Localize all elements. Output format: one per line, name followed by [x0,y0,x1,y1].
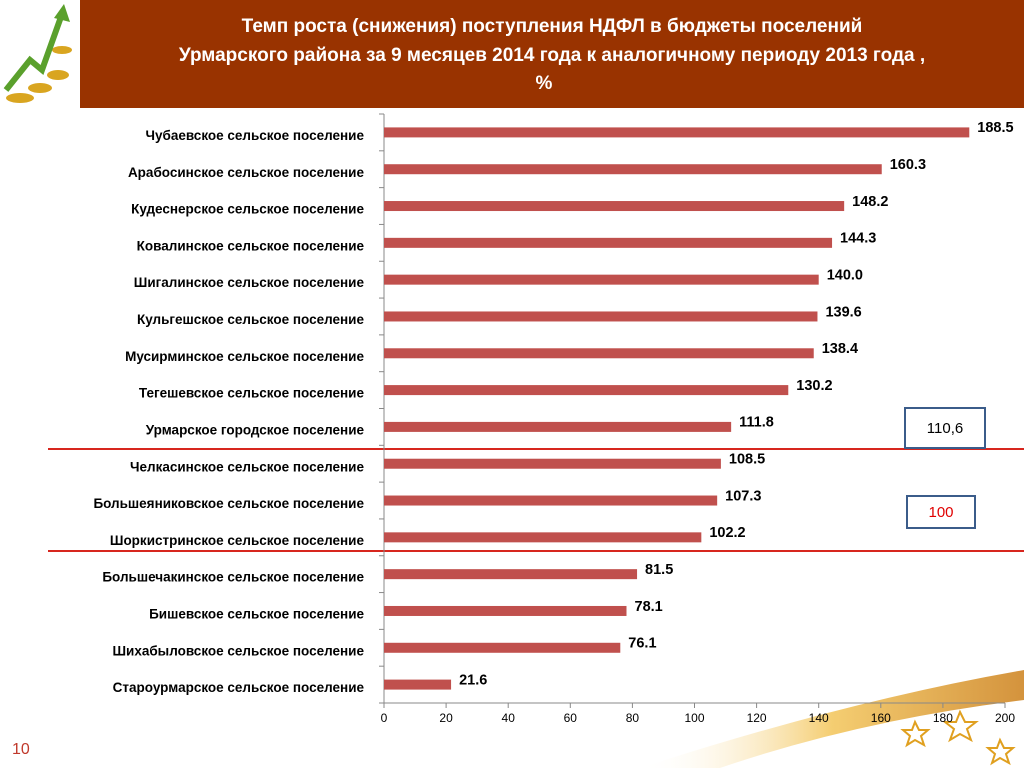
data-label: 107.3 [725,488,761,504]
x-tick-label: 180 [933,711,953,725]
bar [384,605,627,616]
decor-stars [900,709,1016,766]
x-tick-label: 200 [995,711,1015,725]
category-label: Шихабыловское сельское поселение [112,643,364,658]
data-label: 144.3 [840,231,876,247]
x-tick-label: 160 [871,711,891,725]
category-label: Кудеснерское сельское поселение [131,202,364,217]
data-label: 81.5 [645,562,673,578]
category-label: Арабосинское сельское поселение [128,165,365,180]
x-tick-label: 80 [626,711,640,725]
category-label: Ковалинское сельское поселение [137,238,365,253]
bar [384,679,452,690]
bar [384,274,819,285]
data-label: 102.2 [709,525,745,541]
category-label: Шоркистринское сельское поселение [110,533,365,548]
data-label: 140.0 [827,267,863,283]
data-label: 130.2 [796,378,832,394]
x-tick-label: 0 [381,711,388,725]
bar [384,569,638,580]
data-label: 188.5 [977,120,1013,136]
x-tick-label: 100 [684,711,704,725]
category-label: Чубаевское сельское поселение [146,128,365,143]
data-label: 138.4 [822,341,858,357]
bar [384,532,702,543]
category-label: Шигалинское сельское поселение [134,275,365,290]
x-tick-label: 40 [502,711,516,725]
bar [384,311,818,322]
category-label: Челкасинское сельское поселение [130,459,364,474]
x-tick-label: 60 [564,711,578,725]
annotation: 100 [928,504,953,521]
bar [384,164,882,175]
bar [384,348,814,359]
chart-title: Урмарского района за 9 месяцев 2014 года… [179,45,925,66]
chart-title: % [536,73,553,94]
bar [384,127,970,138]
category-label: Кульгешское сельское поселение [137,312,365,327]
category-label: Тегешевское сельское поселение [139,386,365,401]
category-label: Большеяниковское сельское поселение [93,496,364,511]
category-label: Бишевское сельское поселение [149,607,364,622]
decor-swoosh [640,670,1024,768]
bar [384,458,721,469]
bar [384,237,833,248]
data-label: 160.3 [890,157,926,173]
annotation: 110,6 [927,420,963,437]
logo-icon [2,0,80,108]
title-banner [80,0,1024,108]
chart-title: Темп роста (снижения) поступления НДФЛ в… [242,16,863,37]
data-label: 148.2 [852,194,888,210]
annotation-box [904,407,986,449]
x-tick-label: 140 [809,711,829,725]
data-label: 108.5 [729,452,765,468]
bar [384,421,732,432]
bar [384,385,789,396]
data-label: 76.1 [628,636,656,652]
bar [384,642,621,653]
x-tick-label: 20 [439,711,453,725]
data-label: 78.1 [635,599,663,615]
category-label: Староурмарское сельское поселение [113,680,365,695]
bar [384,495,718,506]
data-label: 139.6 [825,304,861,320]
x-tick-label: 120 [747,711,767,725]
category-label: Большечакинское сельское поселение [102,570,364,585]
category-label: Урмарское городское поселение [146,422,365,437]
data-label: 21.6 [459,672,487,688]
data-label: 111.8 [739,415,774,431]
annotation-box [906,495,976,529]
category-label: Мусирминское сельское поселение [125,349,364,364]
bar [384,201,845,212]
page-number: 10 [12,741,30,758]
